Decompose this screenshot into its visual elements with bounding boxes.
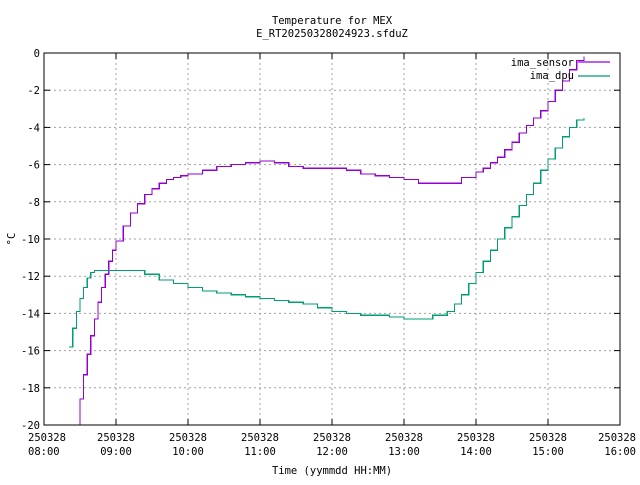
x-tick-time: 09:00 bbox=[100, 446, 132, 458]
y-tick-label: -8 bbox=[27, 197, 40, 209]
y-tick-label: -18 bbox=[21, 383, 40, 395]
x-tick-time: 13:00 bbox=[388, 446, 420, 458]
grid-lines bbox=[44, 53, 620, 425]
x-tick-date: 250328 bbox=[169, 432, 207, 444]
x-tick-time: 14:00 bbox=[460, 446, 492, 458]
y-axis-label: °C bbox=[6, 233, 18, 246]
x-tick-date: 250328 bbox=[241, 432, 279, 444]
series-line-ima-dpu bbox=[69, 118, 585, 348]
y-tick-label: -20 bbox=[21, 420, 40, 432]
legend: ima_sensor ima_dpu bbox=[511, 57, 610, 82]
x-tick-date: 250328 bbox=[598, 432, 636, 444]
x-tick-time: 10:00 bbox=[172, 446, 204, 458]
y-tick-label: -2 bbox=[27, 85, 40, 97]
x-tick-date: 250328 bbox=[457, 432, 495, 444]
y-tick-label: -14 bbox=[21, 308, 40, 320]
y-tick-label: 0 bbox=[34, 48, 40, 60]
x-tick-labels: 250328 08:00 250328 09:00 250328 10:00 250328 1… bbox=[28, 432, 636, 458]
y-tick-label: -6 bbox=[27, 160, 40, 172]
x-tick-date: 250328 bbox=[28, 432, 66, 444]
y-tick-label: -16 bbox=[21, 346, 40, 358]
x-tick-date: 250328 bbox=[313, 432, 351, 444]
x-tick-time: 08:00 bbox=[28, 446, 60, 458]
series-lines bbox=[69, 56, 585, 426]
y-tick-label: -10 bbox=[21, 234, 40, 246]
x-tick-time: 11:00 bbox=[244, 446, 276, 458]
x-tick-time: 15:00 bbox=[532, 446, 564, 458]
y-tick-label: -12 bbox=[21, 271, 40, 283]
legend-label-ima-sensor: ima_sensor bbox=[511, 57, 574, 69]
x-tick-date: 250328 bbox=[385, 432, 423, 444]
chart-title: Temperature for MEX bbox=[272, 15, 393, 27]
chart-subtitle: E_RT20250328024923.sfduZ bbox=[256, 28, 408, 40]
y-tick-label: -4 bbox=[27, 122, 40, 134]
y-tick-labels: 0 -2 -4 -6 -8 -10 -12 -14 -16 -18 -20 bbox=[21, 48, 40, 432]
x-tick-time: 16:00 bbox=[604, 446, 636, 458]
legend-label-ima-dpu: ima_dpu bbox=[530, 70, 574, 82]
x-axis-label: Time (yymmdd HH:MM) bbox=[272, 465, 392, 477]
x-tick-date: 250328 bbox=[529, 432, 567, 444]
x-tick-date: 250328 bbox=[97, 432, 135, 444]
series-line-ima-sensor bbox=[76, 56, 585, 426]
x-tick-time: 12:00 bbox=[316, 446, 348, 458]
plot-frame bbox=[43, 52, 621, 426]
